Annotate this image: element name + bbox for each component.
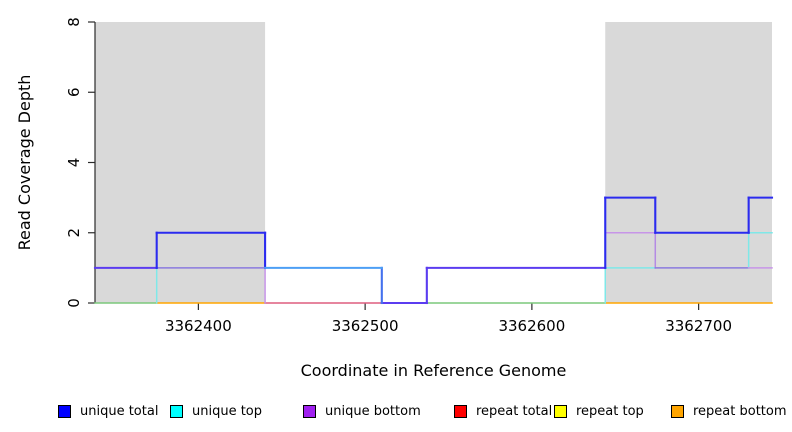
- y-tick-label: 8: [65, 17, 83, 27]
- legend-item-unique-top: unique top: [170, 401, 262, 421]
- shaded-region: [605, 22, 772, 303]
- legend-label-repeat-top: repeat top: [576, 403, 644, 419]
- legend-label-repeat-bottom: repeat bottom: [693, 403, 787, 419]
- legend-swatch-unique-top: [170, 404, 183, 418]
- x-axis-title: Coordinate in Reference Genome: [301, 361, 567, 380]
- x-tick-label: 3362500: [332, 317, 399, 335]
- legend-swatch-unique-bottom: [303, 404, 316, 418]
- legend-item-repeat-total: repeat total: [454, 401, 552, 421]
- legend-label-unique-total: unique total: [80, 403, 159, 419]
- legend-label-unique-top: unique top: [192, 403, 263, 419]
- y-axis-title: Read Coverage Depth: [15, 75, 34, 251]
- legend-swatch-repeat-bottom: [671, 404, 684, 418]
- legend-item-unique-total: unique total: [58, 401, 158, 421]
- legend: unique total unique top unique bottom re…: [0, 401, 792, 425]
- legend-label-repeat-total: repeat total: [476, 403, 553, 419]
- shaded-region: [95, 22, 266, 303]
- legend-swatch-repeat-top: [554, 404, 567, 418]
- legend-item-unique-bottom: unique bottom: [303, 401, 421, 421]
- legend-swatch-unique-total: [58, 404, 71, 418]
- x-tick-label: 3362700: [665, 317, 732, 335]
- legend-label-unique-bottom: unique bottom: [325, 403, 421, 419]
- x-tick-label: 3362400: [165, 317, 232, 335]
- legend-item-repeat-top: repeat top: [554, 401, 644, 421]
- legend-swatch-repeat-total: [454, 404, 467, 418]
- y-tick-label: 4: [65, 158, 83, 168]
- y-tick-label: 0: [65, 298, 83, 308]
- y-tick-label: 6: [65, 87, 83, 97]
- y-tick-label: 2: [65, 228, 83, 238]
- x-tick-label: 3362600: [498, 317, 565, 335]
- legend-item-repeat-bottom: repeat bottom: [671, 401, 787, 421]
